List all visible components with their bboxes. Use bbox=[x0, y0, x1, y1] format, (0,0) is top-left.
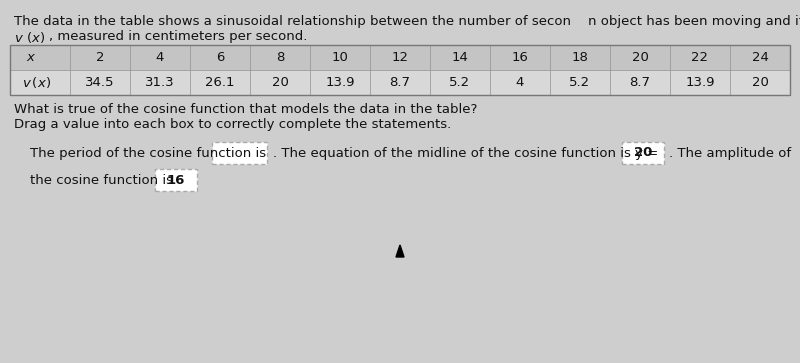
Bar bbox=[370, 45, 430, 70]
Bar bbox=[250, 70, 310, 95]
Text: 10: 10 bbox=[331, 51, 349, 64]
Text: 4: 4 bbox=[516, 76, 524, 89]
FancyBboxPatch shape bbox=[155, 169, 197, 191]
Text: 5.2: 5.2 bbox=[450, 76, 470, 89]
Bar bbox=[70, 70, 130, 95]
Text: 4: 4 bbox=[156, 51, 164, 64]
Polygon shape bbox=[396, 245, 404, 257]
FancyBboxPatch shape bbox=[212, 142, 267, 164]
Text: . The amplitude of: . The amplitude of bbox=[669, 147, 791, 159]
Text: , measured in centimeters per second.: , measured in centimeters per second. bbox=[49, 30, 307, 43]
Bar bbox=[610, 70, 670, 95]
Text: 5.2: 5.2 bbox=[570, 76, 590, 89]
Bar bbox=[10, 45, 70, 70]
Text: 12: 12 bbox=[391, 51, 409, 64]
Text: 31.3: 31.3 bbox=[145, 76, 175, 89]
Bar bbox=[550, 70, 610, 95]
Text: What is true of the cosine function that models the data in the table?: What is true of the cosine function that… bbox=[14, 103, 478, 116]
Text: 20: 20 bbox=[271, 76, 289, 89]
Text: 16: 16 bbox=[167, 174, 185, 187]
Text: $v\,(x)$: $v\,(x)$ bbox=[22, 75, 51, 90]
Bar bbox=[10, 45, 790, 95]
Text: Drag a value into each box to correctly complete the statements.: Drag a value into each box to correctly … bbox=[14, 118, 451, 131]
Text: 14: 14 bbox=[451, 51, 469, 64]
Text: 34.5: 34.5 bbox=[86, 76, 114, 89]
Text: $v$ $(x)$: $v$ $(x)$ bbox=[14, 30, 45, 45]
Text: 13.9: 13.9 bbox=[326, 76, 354, 89]
FancyBboxPatch shape bbox=[622, 142, 664, 164]
Bar bbox=[190, 70, 250, 95]
Bar bbox=[310, 70, 370, 95]
Text: 2: 2 bbox=[96, 51, 104, 64]
Text: 16: 16 bbox=[511, 51, 529, 64]
Text: 18: 18 bbox=[571, 51, 589, 64]
Text: 13.9: 13.9 bbox=[686, 76, 714, 89]
Text: 22: 22 bbox=[691, 51, 709, 64]
Bar bbox=[70, 45, 130, 70]
Text: 20: 20 bbox=[634, 147, 652, 159]
Bar bbox=[490, 45, 550, 70]
Bar bbox=[730, 45, 790, 70]
Bar bbox=[610, 45, 670, 70]
Text: 20: 20 bbox=[631, 51, 649, 64]
Bar bbox=[130, 45, 190, 70]
Text: 26.1: 26.1 bbox=[206, 76, 234, 89]
Text: 8.7: 8.7 bbox=[630, 76, 650, 89]
Text: $x$: $x$ bbox=[26, 51, 36, 64]
Bar bbox=[430, 45, 490, 70]
Text: the cosine function is: the cosine function is bbox=[30, 174, 173, 187]
Bar bbox=[550, 45, 610, 70]
Bar bbox=[670, 45, 730, 70]
Bar bbox=[250, 45, 310, 70]
Text: 6: 6 bbox=[216, 51, 224, 64]
Text: The period of the cosine function is: The period of the cosine function is bbox=[30, 147, 266, 159]
Bar bbox=[370, 70, 430, 95]
Bar bbox=[430, 70, 490, 95]
Bar bbox=[190, 45, 250, 70]
Bar bbox=[130, 70, 190, 95]
Text: The data in the table shows a sinusoidal relationship between the number of seco: The data in the table shows a sinusoidal… bbox=[14, 15, 800, 28]
Bar bbox=[310, 45, 370, 70]
Bar bbox=[490, 70, 550, 95]
Text: 8.7: 8.7 bbox=[390, 76, 410, 89]
Text: 20: 20 bbox=[751, 76, 769, 89]
Bar bbox=[10, 70, 70, 95]
Bar bbox=[670, 70, 730, 95]
Bar bbox=[730, 70, 790, 95]
Text: 24: 24 bbox=[751, 51, 769, 64]
Text: . The equation of the midline of the cosine function is y =: . The equation of the midline of the cos… bbox=[273, 147, 658, 159]
Text: 8: 8 bbox=[276, 51, 284, 64]
